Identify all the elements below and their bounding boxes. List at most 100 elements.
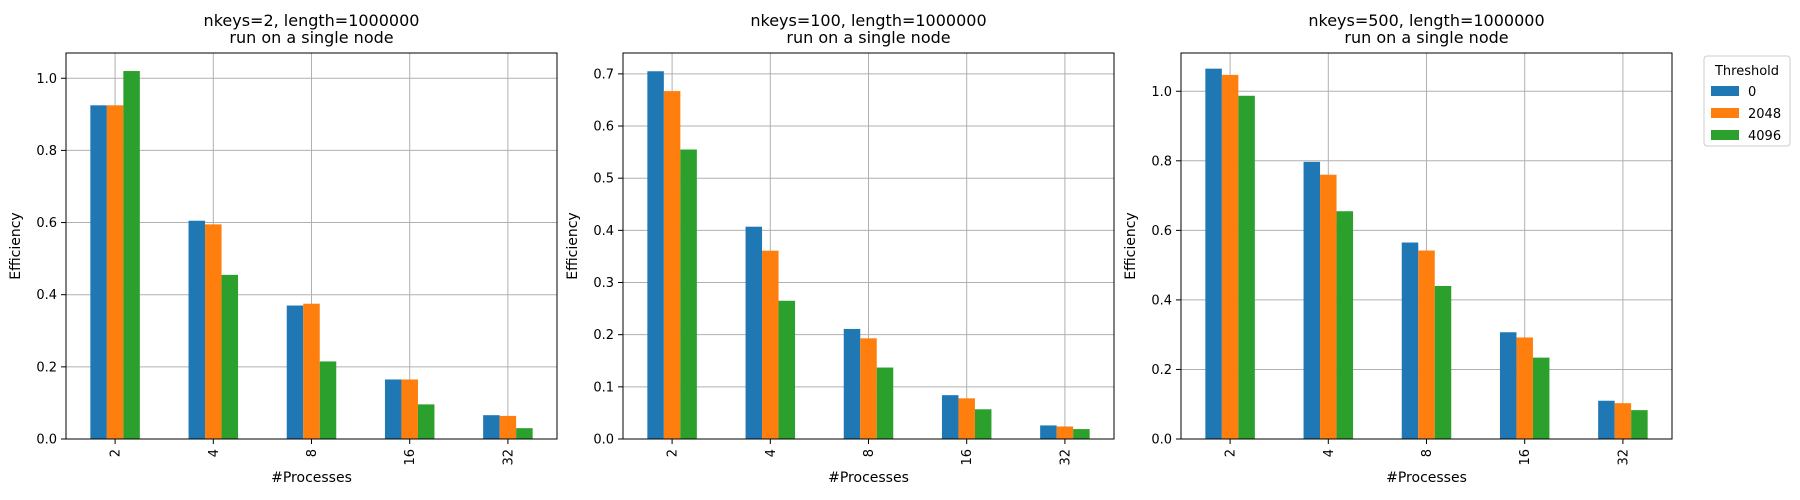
y-tick-label: 1.0: [36, 72, 57, 87]
bar-series-2048-cat-16: [958, 398, 975, 439]
bar-series-2048-cat-8: [303, 303, 320, 439]
bar-series-4096-cat-2: [1238, 95, 1255, 439]
bar-series-0-cat-2: [647, 71, 664, 439]
bar-series-4096-cat-2: [680, 149, 697, 439]
bar-series-0-cat-32: [1040, 425, 1057, 439]
bar-series-4096-cat-2: [123, 71, 140, 439]
bar-series-2048-cat-32: [499, 415, 517, 439]
x-tick-label: 32: [1616, 449, 1631, 466]
y-tick-label: 0.3: [593, 276, 614, 291]
bar-series-2048-cat-2: [1221, 74, 1239, 439]
bar-series-0-cat-8: [286, 305, 304, 439]
bar-series-0-cat-4: [188, 220, 206, 439]
chart-title: nkeys=2, length=1000000: [204, 11, 420, 30]
y-tick-label: 0.7: [593, 67, 614, 82]
bar-series-4096-cat-8: [319, 361, 337, 439]
bar-series-4096-cat-4: [1336, 211, 1354, 439]
legend-label-0: 0: [1748, 85, 1756, 100]
x-axis-label: #Processes: [1386, 470, 1467, 486]
bar-series-4096-cat-32: [516, 428, 533, 439]
x-tick-label: 4: [207, 449, 222, 457]
y-axis-label: Efficiency: [565, 212, 581, 279]
bar-series-2048-cat-2: [106, 105, 124, 439]
legend-label-4096: 4096: [1748, 129, 1781, 144]
bar-series-0-cat-8: [843, 328, 861, 439]
y-tick-label: 0.2: [593, 328, 614, 343]
legend-swatch-4096: [1711, 130, 1739, 140]
bar-series-4096-cat-32: [1073, 429, 1090, 439]
y-axis-label: Efficiency: [8, 212, 24, 279]
bar-series-2048-cat-32: [1614, 403, 1632, 439]
bar-series-2048-cat-16: [401, 379, 418, 439]
bar-series-0-cat-8: [1401, 242, 1419, 439]
x-tick-label: 4: [1322, 449, 1337, 457]
y-tick-label: 0.2: [1151, 363, 1172, 378]
legend-label-2048: 2048: [1748, 107, 1781, 122]
y-tick-label: 0.0: [593, 433, 614, 448]
bar-series-2048-cat-4: [205, 224, 222, 439]
x-tick-label: 16: [1518, 449, 1533, 466]
bar-series-2048-cat-8: [860, 338, 877, 439]
bar-series-0-cat-32: [483, 415, 500, 439]
bar-series-4096-cat-4: [778, 300, 796, 439]
bar-series-0-cat-32: [1598, 400, 1615, 439]
x-tick-label: 16: [960, 449, 975, 466]
bar-series-0-cat-16: [941, 395, 959, 439]
x-tick-label: 8: [1420, 449, 1435, 457]
chart-subtitle: run on a single node: [1344, 28, 1508, 47]
y-tick-label: 0.4: [36, 288, 57, 303]
y-tick-label: 0.8: [1151, 154, 1172, 169]
y-tick-label: 0.4: [1151, 293, 1172, 308]
x-axis-label: #Processes: [271, 470, 352, 486]
bar-series-4096-cat-8: [876, 367, 894, 439]
bar-series-4096-cat-32: [1631, 410, 1648, 439]
chart-subtitle: run on a single node: [786, 28, 950, 47]
legend-title: Threshold: [1714, 64, 1779, 79]
bar-series-2048-cat-8: [1418, 250, 1435, 439]
y-tick-label: 0.1: [593, 380, 614, 395]
x-tick-label: 2: [1224, 449, 1239, 457]
bar-series-0-cat-4: [1303, 161, 1321, 440]
chart-panel-1: 0.0 0.1 0.2 0.3 0.4 0.5 0.6 0.7 2 4 8 16 32 nkeys=100…: [565, 11, 1115, 486]
x-tick-label: 2: [109, 449, 124, 457]
bar-series-4096-cat-16: [417, 404, 435, 439]
x-tick-label: 2: [666, 449, 681, 457]
x-tick-label: 4: [764, 449, 779, 457]
y-tick-label: 0.0: [1151, 433, 1172, 448]
bar-series-0-cat-16: [1499, 332, 1517, 439]
y-tick-label: 1.0: [1151, 85, 1172, 100]
bar-series-2048-cat-2: [663, 91, 681, 440]
legend-box: [1703, 55, 1791, 147]
chart-panel-2: 0.0 0.2 0.4 0.6 0.8 1.0 2 4 8 16 32 nkeys=500, leng…: [1123, 11, 1673, 486]
legend-swatch-2048: [1711, 108, 1739, 118]
y-tick-label: 0.6: [36, 216, 57, 231]
chart-title: nkeys=500, length=1000000: [1308, 11, 1544, 30]
y-tick-label: 0.2: [36, 360, 57, 375]
y-tick-label: 0.0: [36, 433, 57, 448]
chart-subtitle: run on a single node: [229, 28, 393, 47]
legend: Threshold 0 2048 4096: [1703, 55, 1791, 147]
x-axis-label: #Processes: [828, 470, 909, 486]
legend-swatch-0: [1711, 86, 1739, 96]
y-axis-label: Efficiency: [1123, 212, 1139, 279]
bar-series-0-cat-2: [90, 105, 107, 439]
x-tick-label: 16: [403, 449, 418, 466]
y-tick-label: 0.6: [593, 120, 614, 135]
bar-series-0-cat-2: [1205, 68, 1222, 439]
bar-series-4096-cat-8: [1434, 285, 1452, 439]
x-tick-label: 32: [1058, 449, 1073, 466]
chart-title: nkeys=100, length=1000000: [750, 11, 986, 30]
bar-series-4096-cat-4: [221, 274, 239, 439]
x-tick-label: 8: [862, 449, 877, 457]
x-tick-label: 8: [305, 449, 320, 457]
bar-series-4096-cat-16: [1532, 357, 1550, 439]
bar-series-0-cat-16: [384, 379, 402, 439]
x-tick-label: 32: [501, 449, 516, 466]
y-tick-label: 0.8: [36, 144, 57, 159]
bar-series-4096-cat-16: [974, 409, 992, 439]
bar-series-2048-cat-4: [762, 250, 779, 439]
y-tick-label: 0.5: [593, 172, 614, 187]
bar-series-2048-cat-4: [1320, 174, 1337, 439]
chart-panel-0: 0.0 0.2 0.4 0.6 0.8 1.0 2 4 8 16 32 nkeys=2, length…: [8, 11, 558, 486]
